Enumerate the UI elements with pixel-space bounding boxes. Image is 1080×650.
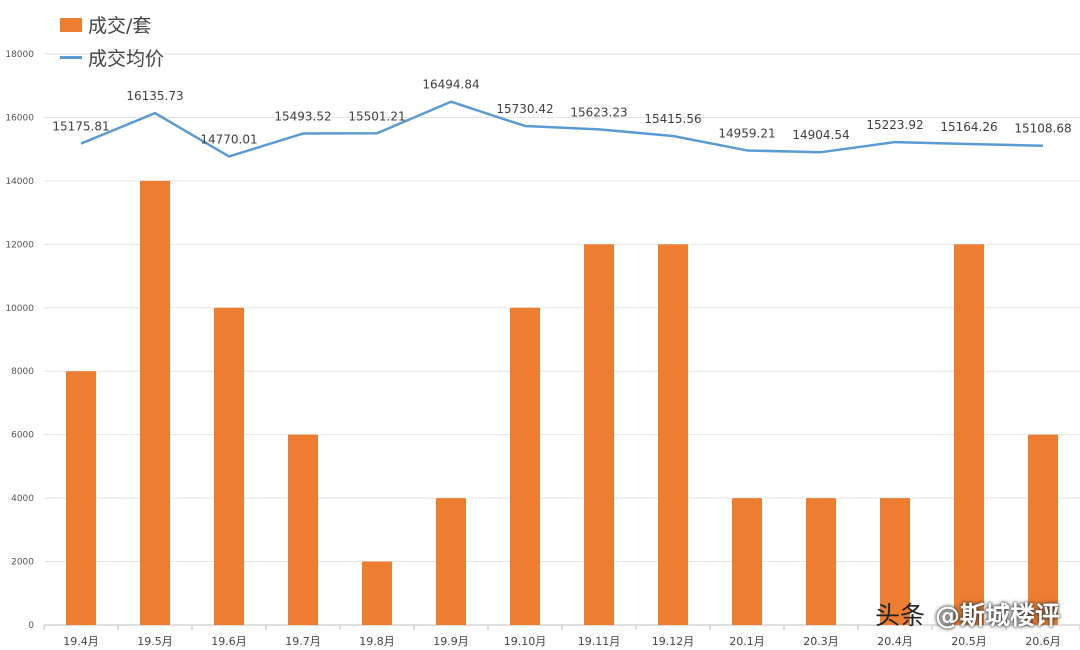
x-tick-label: 20.4月 [877, 635, 913, 648]
legend-line-label: 成交均价 [88, 48, 165, 70]
data-label: 16494.84 [422, 78, 479, 92]
bar [880, 498, 910, 625]
data-label: 15175.81 [52, 120, 109, 134]
x-tick-label: 20.3月 [803, 635, 839, 648]
bar [1028, 434, 1058, 625]
data-label: 15493.52 [274, 110, 331, 124]
x-tick-label: 19.5月 [137, 635, 173, 648]
bar [362, 561, 392, 625]
bar [806, 498, 836, 625]
y-tick-label: 10000 [5, 304, 34, 314]
data-label: 15108.68 [1014, 122, 1071, 136]
x-tick-label: 20.1月 [729, 635, 765, 648]
legend: 成交/套 成交均价 [60, 8, 164, 74]
watermark: 头条 @斯城楼评 [875, 596, 1060, 632]
bar [584, 244, 614, 626]
data-label: 14959.21 [718, 126, 775, 140]
bar [732, 498, 762, 625]
y-tick-label: 18000 [5, 50, 34, 60]
x-tick-label: 20.5月 [951, 635, 987, 648]
x-tick-label: 20.6月 [1025, 635, 1061, 648]
bar [436, 498, 466, 625]
y-tick-label: 12000 [5, 240, 34, 250]
data-label: 15164.26 [940, 120, 997, 134]
y-tick-label: 8000 [11, 367, 34, 377]
bar [66, 371, 96, 625]
watermark-prefix: 头条 [874, 601, 925, 630]
legend-item-bars: 成交/套 [60, 8, 164, 41]
x-tick-label: 19.8月 [359, 635, 395, 648]
data-label: 14904.54 [792, 128, 849, 142]
bar [140, 180, 170, 625]
bar [214, 307, 244, 625]
x-tick-label: 19.10月 [504, 635, 547, 648]
y-tick-label: 14000 [5, 177, 34, 187]
data-label: 14770.01 [200, 132, 257, 146]
legend-line-swatch [60, 56, 82, 59]
y-tick-label: 6000 [11, 431, 34, 441]
legend-item-line: 成交均价 [60, 41, 164, 74]
y-tick-label: 0 [28, 621, 34, 631]
bar [510, 307, 540, 625]
y-tick-label: 2000 [11, 558, 34, 568]
y-tick-label: 16000 [5, 113, 34, 123]
series-line [80, 100, 1044, 158]
watermark-handle: @斯城楼评 [934, 601, 1060, 630]
x-tick-label: 19.11月 [578, 635, 621, 648]
data-label: 16135.73 [126, 89, 183, 103]
legend-bar-label: 成交/套 [88, 15, 152, 37]
x-tick-label: 19.12月 [652, 635, 695, 648]
x-tick-label: 19.9月 [433, 635, 469, 648]
y-tick-label: 4000 [11, 494, 34, 504]
data-label: 15501.21 [348, 109, 405, 123]
legend-bar-swatch [60, 17, 82, 32]
data-label: 15730.42 [496, 102, 553, 116]
bar [288, 434, 318, 625]
data-label: 15223.92 [866, 118, 923, 132]
bar [658, 244, 688, 626]
data-label: 15623.23 [570, 105, 627, 119]
x-tick-label: 19.6月 [211, 635, 247, 648]
bar [954, 244, 984, 626]
x-tick-label: 19.4月 [63, 635, 99, 648]
x-tick-label: 19.7月 [285, 635, 321, 648]
data-label: 15415.56 [644, 112, 701, 126]
